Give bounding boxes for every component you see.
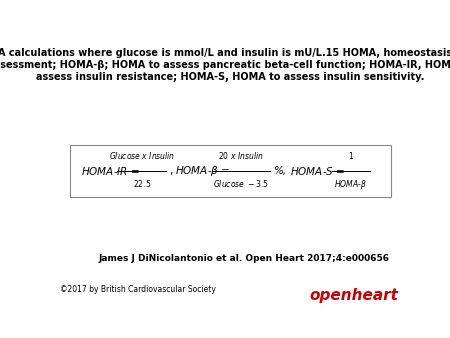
Text: openheart: openheart: [309, 288, 398, 303]
Text: HOMA calculations where glucose is mmol/L and insulin is mU/L.15 HOMA, homeostas: HOMA calculations where glucose is mmol/…: [0, 48, 450, 81]
Text: $\mathit{HOMA}$-$\mathit{\beta}$: $\mathit{HOMA}$-$\mathit{\beta}$: [334, 178, 367, 191]
Text: $\mathit{Glucose\ -3.5}$: $\mathit{Glucose\ -3.5}$: [213, 178, 269, 189]
Text: $\mathit{HOMA}$-$\mathit{S}$ =: $\mathit{HOMA}$-$\mathit{S}$ =: [290, 165, 345, 177]
Text: $\mathit{HOMA}$-$\mathit{IR}$ =: $\mathit{HOMA}$-$\mathit{IR}$ =: [81, 165, 140, 177]
Text: ©2017 by British Cardiovascular Society: ©2017 by British Cardiovascular Society: [60, 285, 216, 294]
Text: $\mathit{20\ x\ Insulin}$: $\mathit{20\ x\ Insulin}$: [218, 150, 264, 161]
Text: $\mathit{22.5}$: $\mathit{22.5}$: [132, 178, 151, 189]
Text: James J DiNicolantonio et al. Open Heart 2017;4:e000656: James J DiNicolantonio et al. Open Heart…: [98, 254, 389, 263]
Text: $\mathit{Glucose\ x\ Insulin}$: $\mathit{Glucose\ x\ Insulin}$: [108, 150, 175, 161]
Text: $\mathit{1}$: $\mathit{1}$: [348, 150, 354, 161]
Text: $\mathit{HOMA}$-$\mathit{\beta}$ =: $\mathit{HOMA}$-$\mathit{\beta}$ =: [175, 164, 230, 178]
Text: %,: %,: [273, 166, 286, 176]
Text: ,: ,: [170, 166, 173, 176]
